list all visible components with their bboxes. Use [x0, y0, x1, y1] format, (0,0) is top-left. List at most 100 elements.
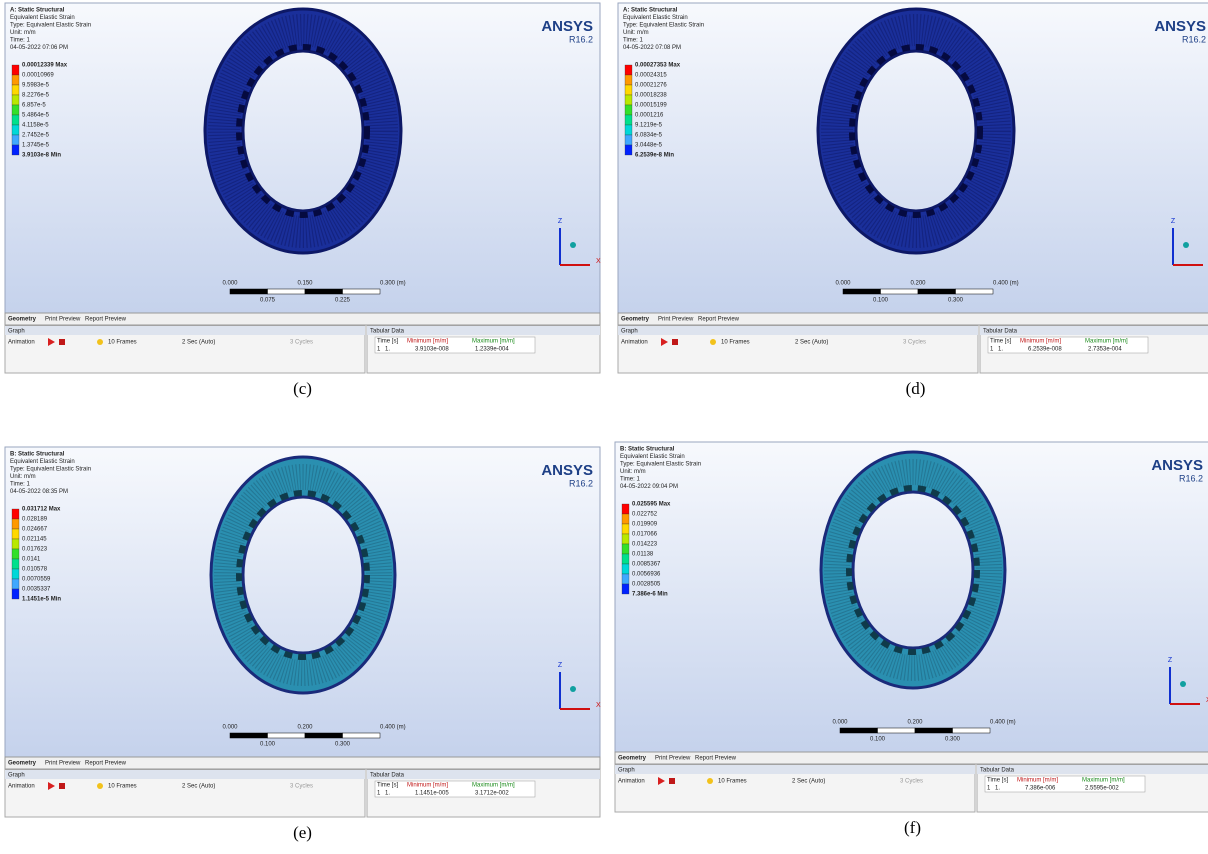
- legend-band: [12, 519, 19, 529]
- legend-band: [622, 564, 629, 574]
- result-header: Time: 1: [620, 477, 640, 483]
- duration-select: 2 Sec (Auto): [795, 340, 828, 346]
- column-header: Time [s]: [377, 783, 398, 789]
- column-header: Time [s]: [990, 339, 1011, 345]
- legend-band: [12, 529, 19, 539]
- legend-band: [12, 559, 19, 569]
- view-tab: Geometry: [621, 317, 650, 323]
- legend-label: 3.0448e-5: [635, 143, 663, 149]
- result-header: Unit: m/m: [10, 30, 36, 36]
- stop-button: [59, 783, 65, 789]
- caption: (c): [293, 379, 312, 398]
- cycles-label: 3 Cycles: [903, 340, 926, 346]
- legend-band: [625, 105, 632, 115]
- frames-select: 10 Frames: [108, 340, 137, 346]
- legend-label: 3.9103e-8 Min: [22, 153, 61, 159]
- legend-band: [622, 544, 629, 554]
- legend-band: [12, 95, 19, 105]
- legend-band: [12, 589, 19, 599]
- graph-title-bar: [615, 765, 975, 774]
- legend-label: 6.0834e-5: [635, 133, 663, 139]
- scale-label: 0.100: [870, 737, 886, 743]
- column-header: Minimum [m/m]: [407, 339, 448, 345]
- legend-label: 0.0141: [22, 557, 41, 563]
- result-header: 04-05-2022 08:35 PM: [10, 489, 68, 495]
- toolbar-label: Animation: [8, 784, 35, 790]
- legend-label: 0.0035337: [22, 587, 51, 593]
- result-header: Equivalent Elastic Strain: [623, 15, 688, 21]
- legend-band: [12, 105, 19, 115]
- column-header: Minimum [m/m]: [1017, 778, 1058, 784]
- duration-select: 2 Sec (Auto): [792, 779, 825, 785]
- row-time: 1.: [998, 347, 1003, 353]
- scale-segment: [230, 289, 268, 294]
- caption: (f): [904, 818, 921, 837]
- scale-segment: [956, 289, 994, 294]
- scale-label: 0.300: [335, 742, 351, 748]
- view-tab: Geometry: [618, 756, 647, 762]
- max-value: 1.2339e-004: [475, 347, 509, 353]
- legend-label: 2.7452e-5: [22, 133, 50, 139]
- ansys-version: R16.2: [569, 34, 593, 44]
- legend-label: 0.024667: [22, 527, 48, 533]
- legend-label: 0.025595 Max: [632, 502, 671, 508]
- legend-label: 0.0001216: [635, 113, 664, 119]
- tabular-title: Tabular Data: [370, 773, 405, 779]
- legend-label: 5.4864e-5: [22, 113, 50, 119]
- figure: A: Static StructuralEquivalent Elastic S…: [0, 0, 1208, 854]
- legend-band: [625, 115, 632, 125]
- frames-icon: [710, 339, 716, 345]
- ansys-version: R16.2: [1179, 473, 1203, 483]
- axis-y: [570, 242, 576, 248]
- scale-segment: [268, 289, 306, 294]
- result-header: 04-05-2022 09:04 PM: [620, 484, 678, 490]
- scale-segment: [918, 289, 956, 294]
- legend-band: [625, 65, 632, 75]
- stop-button: [669, 778, 675, 784]
- cycles-label: 3 Cycles: [290, 784, 313, 790]
- scale-label: 0.000: [222, 725, 238, 731]
- scale-label: 0.300: [945, 737, 961, 743]
- view-tab: Report Preview: [85, 761, 127, 767]
- legend-label: 0.0085367: [632, 562, 661, 568]
- legend-band: [12, 125, 19, 135]
- scale-segment: [881, 289, 919, 294]
- legend-label: 0.014223: [632, 542, 658, 548]
- legend-band: [622, 584, 629, 594]
- axis-y: [1180, 681, 1186, 687]
- row-time: 1.: [385, 347, 390, 353]
- axis-y: [570, 686, 576, 692]
- view-tab: Report Preview: [698, 317, 740, 323]
- view-tab: Print Preview: [45, 317, 81, 323]
- legend-band: [622, 504, 629, 514]
- legend-label: 7.386e-6 Min: [632, 592, 668, 598]
- legend-label: 0.00015199: [635, 103, 667, 109]
- column-header: Maximum [m/m]: [472, 339, 515, 345]
- legend-band: [625, 95, 632, 105]
- graph-title: Graph: [618, 768, 635, 774]
- result-header: Unit: m/m: [620, 469, 646, 475]
- scale-segment: [305, 733, 343, 738]
- legend-label: 0.00021276: [635, 83, 667, 89]
- toolbar-label: Animation: [621, 340, 648, 346]
- legend-label: 0.00018238: [635, 93, 667, 99]
- ansys-version: R16.2: [569, 478, 593, 488]
- legend-band: [12, 569, 19, 579]
- legend-band: [622, 524, 629, 534]
- result-header: Equivalent Elastic Strain: [10, 15, 75, 21]
- legend-band: [622, 534, 629, 544]
- column-header: Time [s]: [987, 778, 1008, 784]
- result-header: A: Static Structural: [10, 8, 65, 14]
- scale-segment: [305, 289, 343, 294]
- scale-label: 0.150: [297, 281, 313, 287]
- result-header: Time: 1: [10, 38, 30, 44]
- scale-segment: [343, 289, 381, 294]
- legend-label: 1.1451e-5 Min: [22, 597, 61, 603]
- toolbar-label: Animation: [8, 340, 35, 346]
- min-value: 3.9103e-008: [415, 347, 449, 353]
- screenshot-panel: B: Static StructuralEquivalent Elastic S…: [615, 442, 1208, 837]
- max-value: 2.5595e-002: [1085, 786, 1119, 792]
- legend-label: 0.017066: [632, 532, 658, 538]
- row-time: 1.: [995, 786, 1000, 792]
- legend-label: 0.021145: [22, 537, 47, 543]
